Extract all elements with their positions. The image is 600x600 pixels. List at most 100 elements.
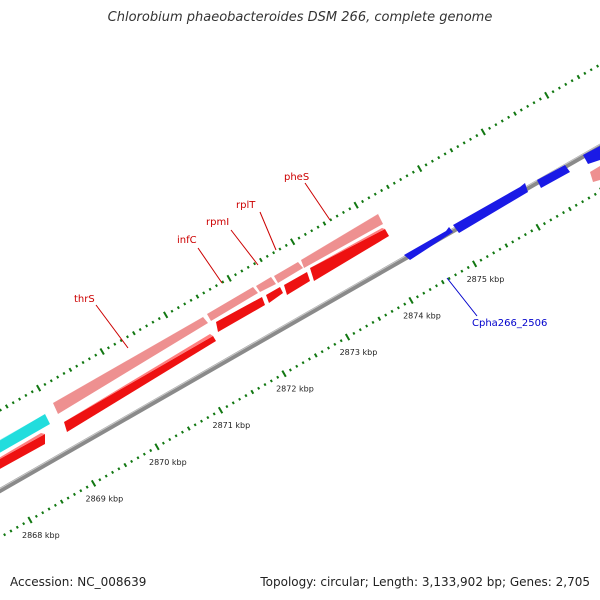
scale-minor-tick bbox=[208, 287, 212, 291]
scale-minor-tick bbox=[443, 152, 447, 156]
leader-line-infC bbox=[197, 247, 223, 284]
gene-bar-reverse[interactable] bbox=[266, 287, 283, 303]
gene-label-rpmI[interactable]: rpmI bbox=[206, 217, 229, 228]
scale-minor-tick bbox=[596, 64, 600, 68]
scale-minor-tick bbox=[523, 233, 527, 237]
track-area: 2868 kbp 2869 kbp 2870 kbp 2871 kbp 2872 kbp… bbox=[0, 64, 600, 540]
scale-minor-tick bbox=[557, 86, 561, 90]
gene-label-Cpha266_2506[interactable]: Cpha266_2506 bbox=[472, 318, 547, 329]
gene-bar-cyan[interactable] bbox=[0, 414, 50, 464]
scale-major-tick bbox=[472, 260, 478, 268]
scale-minor-tick bbox=[303, 232, 307, 237]
scale-minor-tick bbox=[358, 328, 362, 332]
scale-minor-tick bbox=[475, 133, 479, 138]
scale-minor-tick bbox=[307, 357, 311, 361]
scale-minor-tick bbox=[183, 302, 187, 306]
gene-bar-Cpha266_2506[interactable] bbox=[404, 227, 453, 260]
gene-bar-reverse[interactable] bbox=[64, 336, 216, 432]
gene-bar-rplT[interactable] bbox=[274, 262, 303, 283]
scale-minor-tick bbox=[250, 389, 255, 395]
scale-minor-tick bbox=[104, 474, 108, 478]
scale-label: 2874 kbp bbox=[403, 312, 441, 321]
gene-bar-reverse[interactable] bbox=[284, 272, 310, 295]
scale-minor-tick bbox=[373, 192, 377, 196]
scale-minor-tick bbox=[513, 111, 517, 116]
gene-bar-rpmI[interactable] bbox=[256, 277, 276, 292]
scale-minor-tick bbox=[240, 269, 244, 273]
gene-bar-pheS-top[interactable] bbox=[301, 213, 380, 260]
scale-minor-tick bbox=[4, 404, 9, 409]
scale-minor-tick bbox=[15, 525, 19, 529]
scale-minor-tick bbox=[174, 434, 178, 438]
gene-bar-blue[interactable] bbox=[583, 146, 600, 164]
scale-minor-tick bbox=[392, 181, 396, 185]
gene-bar-reverse[interactable] bbox=[0, 434, 45, 480]
scale-minor-tick bbox=[195, 294, 200, 299]
scale-minor-tick bbox=[151, 320, 155, 324]
scale-minor-tick bbox=[339, 339, 343, 343]
gene-bar-reverse[interactable] bbox=[0, 433, 45, 470]
scale-minor-tick bbox=[66, 496, 70, 500]
scale-minor-tick bbox=[310, 229, 314, 233]
gene-bar-forward-edge[interactable] bbox=[590, 166, 600, 182]
scale-minor-tick bbox=[437, 155, 441, 160]
scale-minor-tick bbox=[206, 415, 210, 420]
gene-bar-reverse[interactable] bbox=[310, 228, 385, 268]
scale-minor-tick bbox=[85, 485, 89, 489]
scale-minor-tick bbox=[367, 196, 371, 200]
scale-minor-tick bbox=[106, 346, 110, 350]
scale-minor-tick bbox=[424, 163, 428, 167]
gene-bar-blue[interactable] bbox=[453, 183, 528, 233]
gene-bar-thrS[interactable] bbox=[53, 317, 208, 414]
gene-bar-reverse[interactable] bbox=[216, 297, 265, 332]
scale-minor-tick bbox=[403, 302, 407, 306]
scale-minor-tick bbox=[238, 397, 242, 401]
leader-line-rpmI bbox=[230, 229, 259, 266]
scale-minor-tick bbox=[79, 489, 83, 493]
scale-minor-tick bbox=[231, 401, 235, 405]
scale-minor-tick bbox=[180, 430, 184, 434]
gene-label-pheS[interactable]: pheS bbox=[284, 172, 309, 183]
scale-minor-tick bbox=[3, 533, 7, 537]
gene-label-thrS[interactable]: thrS bbox=[74, 294, 95, 305]
scale-minor-tick bbox=[507, 115, 511, 119]
scale-minor-tick bbox=[454, 273, 458, 277]
scale-minor-tick bbox=[278, 247, 282, 251]
scale-minor-tick bbox=[276, 375, 280, 379]
scale-minor-tick bbox=[341, 210, 345, 215]
gene-bar-blue[interactable] bbox=[537, 165, 570, 188]
scale-minor-tick bbox=[9, 529, 13, 533]
scale-minor-tick bbox=[327, 346, 330, 350]
scale-major-tick bbox=[36, 384, 42, 392]
scale-minor-tick bbox=[212, 412, 216, 416]
scale-minor-tick bbox=[384, 313, 388, 317]
gene-bar-thrS-top[interactable] bbox=[53, 316, 205, 403]
scale-minor-tick bbox=[41, 511, 45, 515]
scale-minor-tick bbox=[62, 371, 66, 375]
scale-minor-tick bbox=[386, 184, 390, 190]
scale-minor-tick bbox=[272, 251, 276, 255]
scale-minor-tick bbox=[119, 338, 123, 343]
scale-minor-tick bbox=[380, 188, 384, 193]
scale-minor-tick bbox=[517, 236, 521, 240]
gene-bar-pheS[interactable] bbox=[301, 214, 383, 268]
gene-bar-reverse[interactable] bbox=[310, 229, 389, 281]
scale-minor-tick bbox=[333, 342, 337, 346]
scale-major-tick bbox=[353, 201, 359, 209]
scale-minor-tick bbox=[284, 243, 288, 247]
scale-minor-tick bbox=[399, 177, 403, 182]
scale-major-tick bbox=[344, 333, 351, 341]
gene-label-rplT[interactable]: rplT bbox=[236, 200, 256, 211]
gene-bar-reverse[interactable] bbox=[64, 334, 213, 422]
accession-label: Accession: NC_008639 bbox=[10, 575, 147, 589]
gene-bar-infC[interactable] bbox=[207, 287, 258, 321]
gene-label-infC[interactable]: infC bbox=[177, 235, 197, 246]
scale-minor-tick bbox=[428, 287, 432, 292]
scale-minor-tick bbox=[390, 309, 394, 314]
scale-minor-tick bbox=[492, 251, 496, 255]
scale-minor-tick bbox=[94, 353, 98, 357]
scale-label: 2868 kbp bbox=[22, 531, 60, 540]
scale-minor-tick bbox=[322, 221, 327, 226]
genome-summary: Topology: circular; Length: 3,133,902 bp… bbox=[260, 575, 590, 589]
